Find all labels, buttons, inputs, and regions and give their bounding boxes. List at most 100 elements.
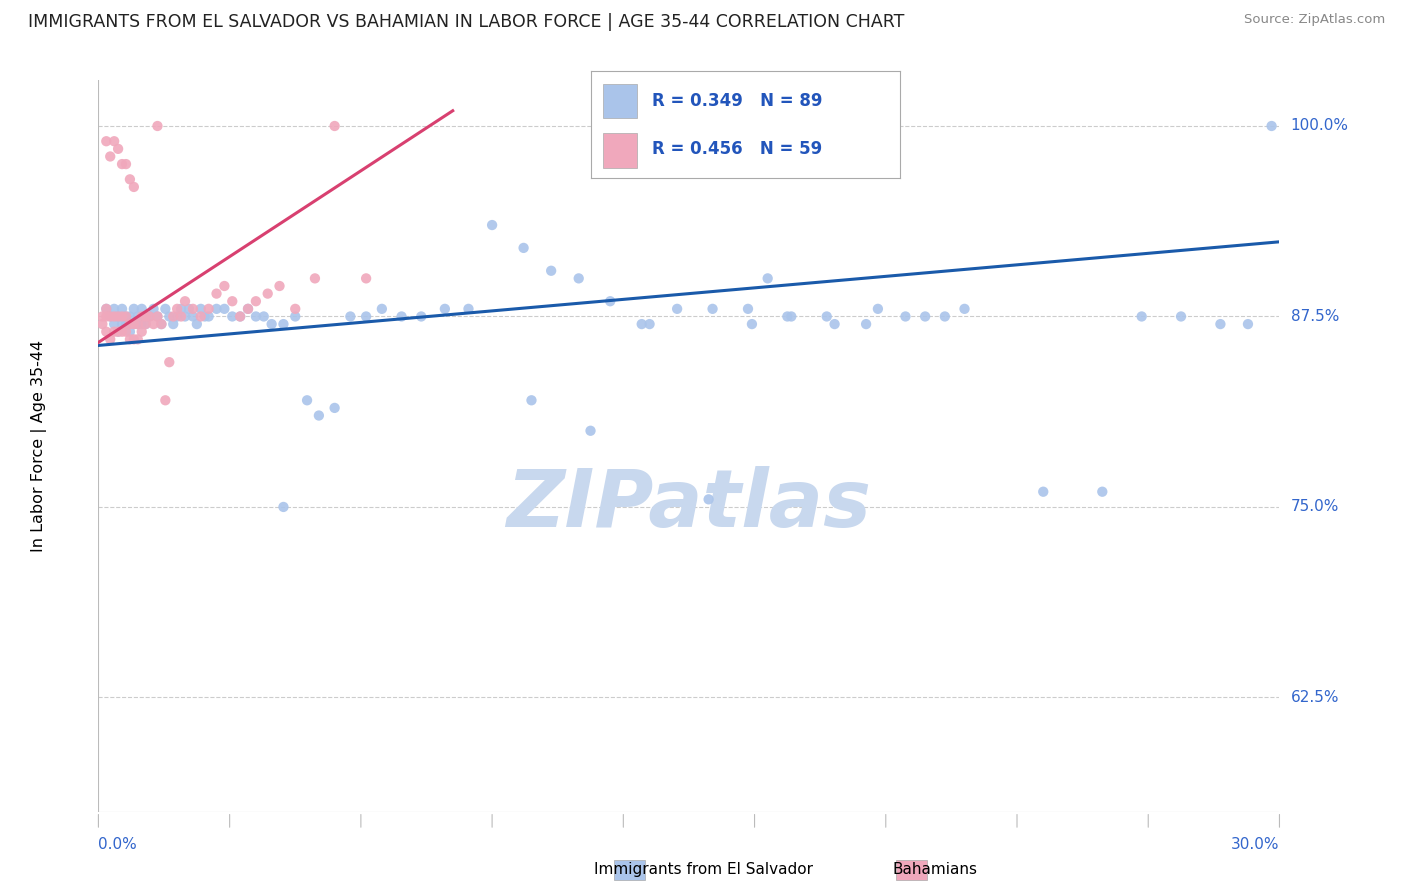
Point: [98, 332, 121, 346]
Point: [737, 301, 759, 316]
Point: [512, 241, 534, 255]
Point: [122, 332, 145, 346]
Point: [107, 325, 129, 339]
Point: [914, 310, 936, 324]
Point: [166, 310, 188, 324]
Point: [135, 310, 157, 324]
Point: [122, 180, 145, 194]
Point: [181, 301, 204, 316]
Point: [127, 317, 149, 331]
Point: [457, 301, 479, 316]
Point: [1237, 317, 1260, 331]
Point: [1209, 317, 1232, 331]
Point: [146, 119, 169, 133]
Text: 87.5%: 87.5%: [1291, 309, 1339, 324]
Point: [205, 301, 228, 316]
Point: [103, 317, 125, 331]
Point: [138, 310, 160, 324]
Point: [1130, 310, 1153, 324]
Point: [323, 401, 346, 415]
Point: [91, 317, 114, 331]
Point: [354, 271, 377, 285]
Point: [260, 317, 283, 331]
Point: [98, 310, 121, 324]
Point: [190, 310, 212, 324]
Point: [115, 157, 138, 171]
Point: [157, 310, 180, 324]
Point: [96, 301, 118, 316]
Text: 100.0%: 100.0%: [1291, 119, 1348, 134]
Point: [118, 310, 141, 324]
Point: [131, 325, 153, 339]
Point: [166, 301, 188, 316]
Point: [273, 500, 295, 514]
Point: [111, 325, 134, 339]
Text: 75.0%: 75.0%: [1291, 500, 1339, 515]
Point: [540, 264, 562, 278]
Point: [103, 310, 125, 324]
Point: [131, 301, 153, 316]
Text: ZIPatlas: ZIPatlas: [506, 466, 872, 543]
Point: [96, 134, 118, 148]
Point: [174, 310, 197, 324]
Point: [91, 310, 114, 324]
Point: [194, 310, 217, 324]
Point: [1260, 119, 1282, 133]
Point: [229, 310, 252, 324]
Point: [115, 310, 138, 324]
Point: [111, 301, 134, 316]
Point: [256, 286, 278, 301]
Point: [103, 134, 125, 148]
Point: [815, 310, 838, 324]
Point: [214, 301, 236, 316]
Text: 30.0%: 30.0%: [1232, 837, 1279, 852]
Point: [181, 310, 204, 324]
Point: [273, 317, 295, 331]
Point: [253, 310, 276, 324]
Point: [197, 301, 219, 316]
Point: [174, 294, 197, 309]
Point: [776, 310, 799, 324]
Point: [323, 119, 346, 133]
Point: [107, 310, 129, 324]
Point: [221, 294, 243, 309]
Point: [304, 271, 326, 285]
Point: [96, 325, 118, 339]
Point: [186, 317, 208, 331]
Text: IMMIGRANTS FROM EL SALVADOR VS BAHAMIAN IN LABOR FORCE | AGE 35-44 CORRELATION C: IMMIGRANTS FROM EL SALVADOR VS BAHAMIAN …: [28, 13, 904, 31]
Point: [127, 310, 149, 324]
Point: [638, 317, 661, 331]
Point: [308, 409, 330, 423]
Point: [894, 310, 917, 324]
Bar: [603, 84, 637, 119]
Point: [107, 310, 129, 324]
Point: [741, 317, 763, 331]
Point: [599, 294, 621, 309]
Point: [96, 301, 118, 316]
Text: R = 0.349   N = 89: R = 0.349 N = 89: [652, 93, 823, 111]
Point: [236, 301, 259, 316]
Point: [111, 310, 134, 324]
Point: [118, 317, 141, 331]
Point: [568, 271, 591, 285]
Point: [150, 317, 173, 331]
Point: [162, 317, 184, 331]
Point: [520, 393, 543, 408]
Point: [855, 317, 877, 331]
Point: [103, 325, 125, 339]
Point: [177, 301, 200, 316]
Point: [702, 301, 724, 316]
Point: [934, 310, 956, 324]
Point: [131, 310, 153, 324]
Point: [115, 325, 138, 339]
Point: [197, 310, 219, 324]
Point: [780, 310, 803, 324]
Point: [162, 310, 184, 324]
Point: [391, 310, 413, 324]
Point: [118, 172, 141, 186]
Point: [135, 310, 157, 324]
Point: [170, 301, 193, 316]
Point: [146, 310, 169, 324]
Point: [190, 301, 212, 316]
Point: [295, 393, 318, 408]
